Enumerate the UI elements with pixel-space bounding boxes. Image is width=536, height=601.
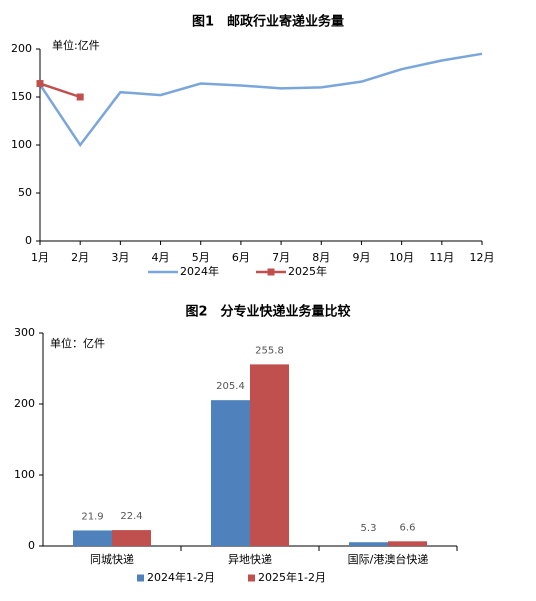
x-tick-label: 3月	[111, 251, 129, 264]
x-tick-label: 国际/港澳台快递	[348, 552, 429, 566]
x-tick-label: 2月	[71, 251, 89, 264]
x-tick-label: 异地快递	[228, 552, 272, 566]
series-line	[39, 82, 81, 99]
x-tick-label: 同城快递	[90, 552, 134, 566]
legend-marker	[267, 268, 275, 276]
y-tick-label: 300	[14, 326, 35, 339]
x-tick-label: 7月	[272, 251, 290, 264]
marker	[36, 80, 44, 88]
bar	[349, 542, 388, 546]
x-tick-label: 4月	[152, 251, 170, 264]
unit-label: 单位：亿件	[50, 336, 105, 350]
legend-swatch	[137, 574, 144, 582]
x-tick-label: 1月	[31, 251, 49, 264]
legend-label: 2025年1-2月	[258, 570, 326, 584]
value-label: 21.9	[81, 511, 103, 522]
y-tick-label: 0	[25, 234, 32, 247]
value-label: 205.4	[216, 381, 245, 392]
series-line	[38, 52, 483, 148]
bar	[112, 530, 151, 546]
y-tick-label: 0	[28, 539, 35, 552]
marker	[76, 93, 84, 101]
legend-swatch	[248, 574, 255, 582]
y-tick-label: 150	[11, 90, 32, 103]
x-tick-label: 12月	[470, 251, 495, 264]
value-label: 6.6	[400, 522, 416, 533]
legend-label: 2024年1-2月	[147, 570, 215, 584]
bar	[250, 364, 289, 546]
value-label: 22.4	[120, 511, 142, 522]
x-tick-label: 11月	[429, 251, 454, 264]
chart-title: 图2 分专业快递业务量比较	[185, 304, 350, 320]
y-tick-label: 100	[11, 138, 32, 151]
x-tick-label: 5月	[192, 251, 210, 264]
y-tick-label: 50	[18, 186, 32, 199]
x-tick-label: 9月	[352, 251, 370, 264]
x-tick-label: 6月	[232, 251, 250, 264]
value-label: 5.3	[361, 523, 377, 534]
y-tick-label: 200	[14, 397, 35, 410]
unit-label: 单位:亿件	[52, 38, 100, 52]
bar	[211, 400, 250, 546]
value-label: 255.8	[255, 345, 284, 356]
chart-title: 图1 邮政行业寄递业务量	[192, 14, 344, 30]
x-tick-label: 10月	[389, 251, 414, 264]
bar	[388, 541, 427, 546]
y-tick-label: 100	[14, 468, 35, 481]
x-tick-label: 8月	[312, 251, 330, 264]
y-tick-label: 200	[11, 42, 32, 55]
bar	[73, 530, 112, 546]
legend-label: 2024年	[180, 264, 219, 278]
legend-label: 2025年	[288, 264, 327, 278]
